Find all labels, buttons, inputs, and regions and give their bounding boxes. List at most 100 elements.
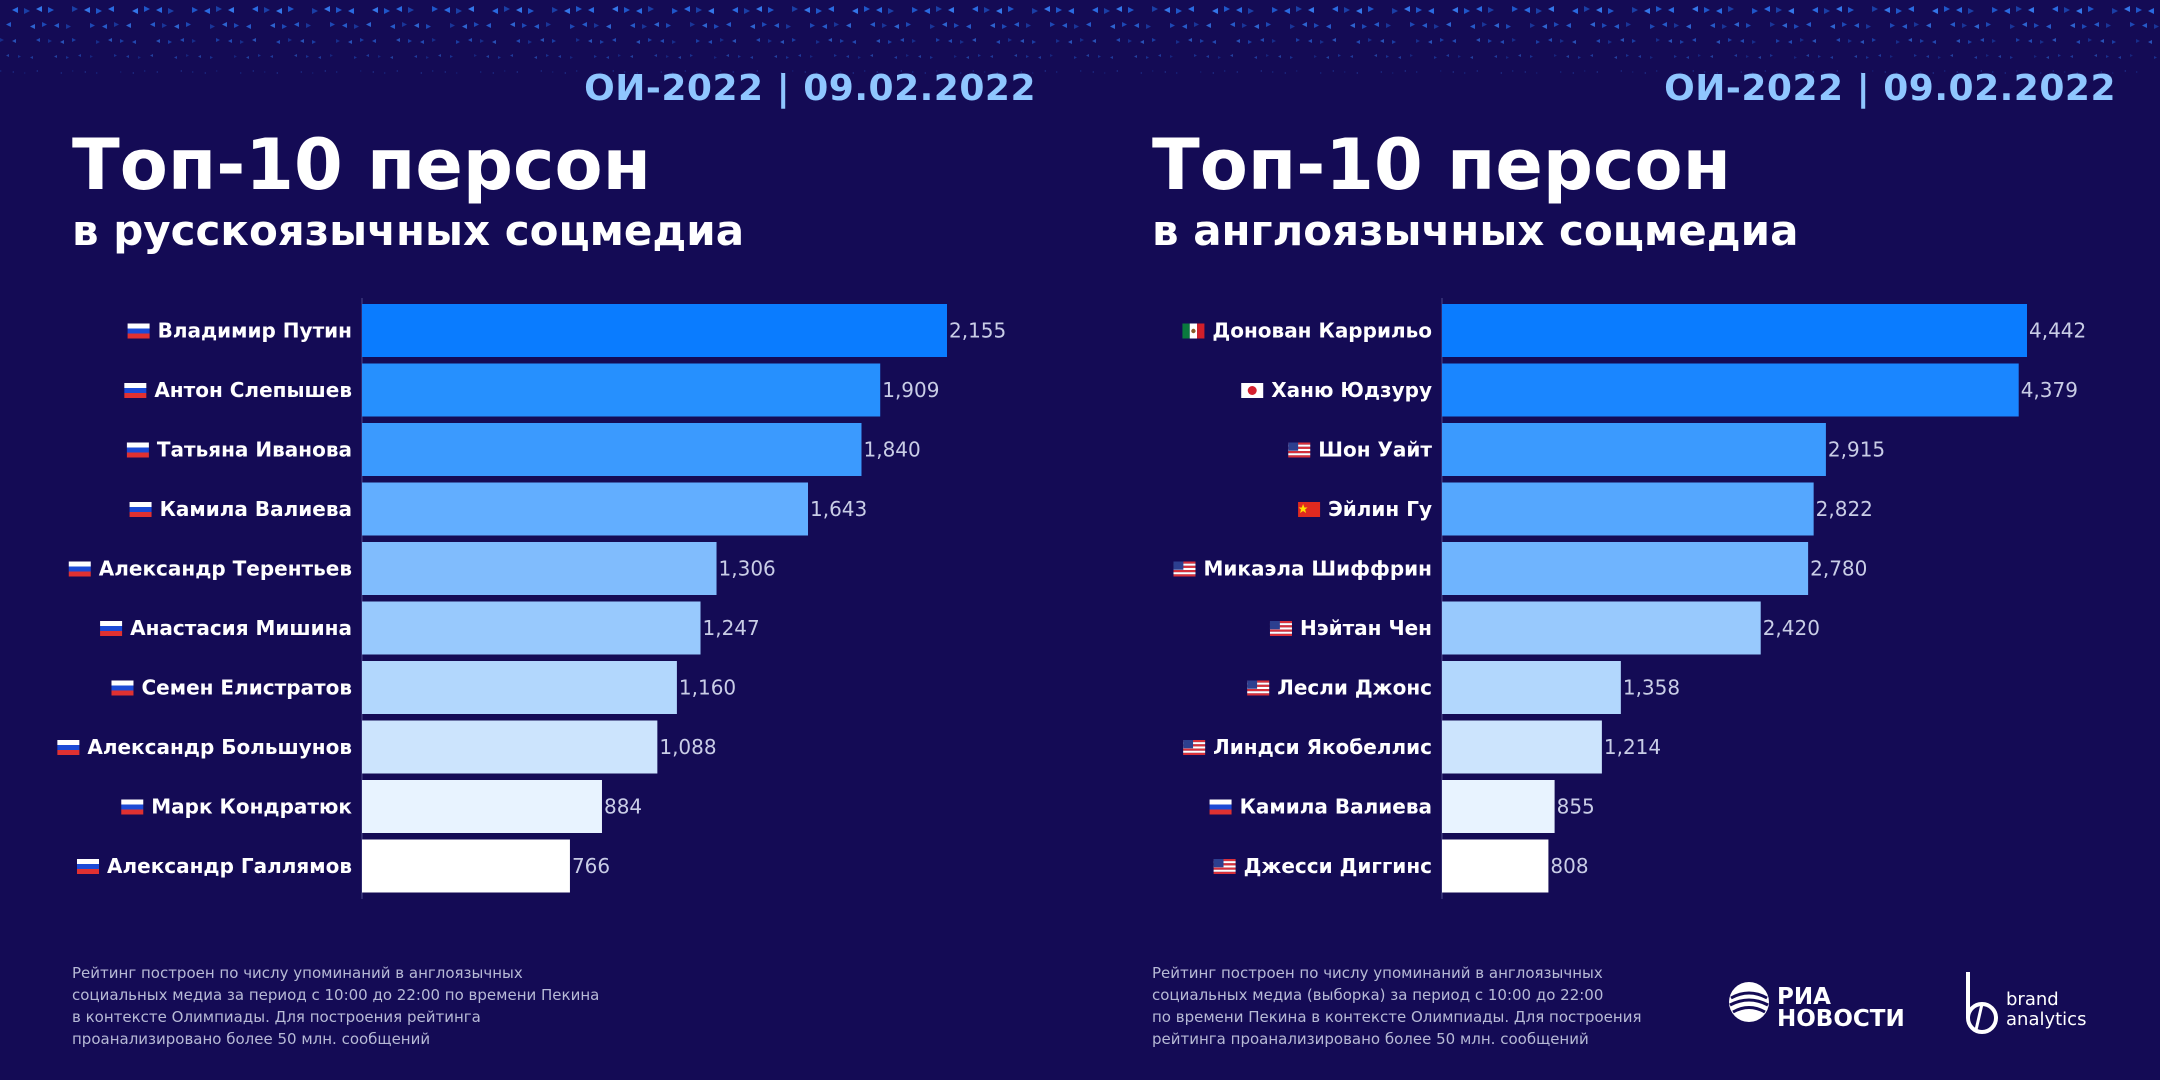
pattern-triangle <box>2154 24 2159 29</box>
pattern-triangle <box>1176 8 1182 14</box>
pattern-triangle <box>534 24 539 29</box>
pattern-triangle <box>1968 40 1972 44</box>
pattern-triangle <box>924 8 930 14</box>
pattern-triangle <box>1236 39 1240 43</box>
pattern-triangle <box>378 55 381 58</box>
pattern-triangle <box>312 72 314 74</box>
pattern-triangle <box>1380 71 1382 73</box>
pattern-triangle <box>342 23 347 28</box>
pattern-triangle <box>1476 6 1482 12</box>
pattern-triangle <box>1386 55 1389 58</box>
flag-icon-cn <box>1298 502 1321 517</box>
pattern-triangle <box>600 72 602 74</box>
category-label: Донован Каррильо <box>1212 319 1432 343</box>
footnote-line: социальных медиа (выборка) за период с 1… <box>1152 986 1604 1004</box>
pattern-triangle <box>798 54 801 57</box>
pattern-triangle <box>312 8 318 14</box>
pattern-triangle <box>1092 7 1098 13</box>
pattern-triangle <box>324 6 330 12</box>
bar <box>1442 542 1809 595</box>
pattern-triangle <box>1494 23 1499 28</box>
pattern-triangle <box>1050 22 1055 27</box>
pattern-triangle <box>444 71 446 73</box>
category-label: Татьяна Иванова <box>157 438 352 462</box>
pattern-triangle <box>768 39 772 43</box>
pattern-triangle <box>1572 72 1574 74</box>
pattern-triangle <box>1194 22 1199 27</box>
pattern-triangle <box>1026 55 1029 58</box>
pattern-triangle <box>1788 40 1792 44</box>
pattern-triangle <box>1944 6 1950 12</box>
pattern-triangle <box>1404 6 1410 12</box>
pattern-triangle <box>2016 6 2022 12</box>
flag-icon-mx <box>1182 323 1205 339</box>
pattern-triangle <box>234 23 239 28</box>
pattern-triangle <box>180 70 182 72</box>
pattern-triangle <box>654 54 657 57</box>
pattern-triangle <box>2148 40 2152 44</box>
pattern-triangle <box>924 72 926 74</box>
pattern-triangle <box>492 72 494 74</box>
pattern-triangle <box>966 24 971 29</box>
pattern-triangle <box>96 40 100 44</box>
pattern-triangle <box>1152 38 1156 42</box>
pattern-triangle <box>2136 71 2138 73</box>
flag-icon-us <box>1213 859 1236 874</box>
footnote-line: Рейтинг построен по числу упоминаний в а… <box>1152 964 1603 982</box>
pattern-triangle <box>1716 8 1722 14</box>
pattern-triangle <box>54 23 59 28</box>
pattern-triangle <box>1548 6 1554 12</box>
pattern-triangle <box>1326 24 1331 29</box>
pattern-triangle <box>1506 24 1511 29</box>
pattern-triangle <box>1566 55 1569 58</box>
pattern-triangle <box>210 56 213 59</box>
pattern-triangle <box>1434 56 1437 59</box>
pattern-triangle <box>1488 39 1492 43</box>
pattern-triangle <box>1134 23 1139 28</box>
pattern-triangle <box>1752 8 1758 14</box>
pattern-triangle <box>1770 22 1775 27</box>
pattern-triangle <box>744 8 750 14</box>
pattern-triangle <box>1572 8 1578 14</box>
pattern-triangle <box>132 72 134 74</box>
pattern-triangle <box>1020 39 1024 43</box>
pattern-triangle <box>1392 8 1398 14</box>
pattern-triangle <box>1260 70 1262 72</box>
pattern-triangle <box>2124 6 2130 12</box>
pattern-triangle <box>1638 55 1641 58</box>
pattern-triangle <box>402 22 407 27</box>
pattern-triangle <box>750 24 755 29</box>
pattern-triangle <box>60 40 64 44</box>
pattern-triangle <box>1308 7 1314 13</box>
pattern-triangle <box>1254 56 1257 59</box>
pattern-triangle <box>12 71 14 73</box>
flag-icon-ru <box>77 859 99 874</box>
pattern-triangle <box>2034 23 2039 28</box>
pattern-triangle <box>1980 38 1984 42</box>
pattern-triangle <box>702 23 707 28</box>
pattern-triangle <box>942 22 947 27</box>
ria-novosti-logo: РИА НОВОСТИ <box>1725 978 1915 1036</box>
pattern-triangle <box>1992 39 1996 43</box>
pattern-triangle <box>114 54 117 57</box>
pattern-triangle <box>1650 56 1653 59</box>
footnote-line: проанализировано более 50 млн. сообщений <box>72 1030 431 1048</box>
pattern-triangle <box>174 56 177 59</box>
pattern-triangle <box>1914 54 1917 57</box>
pattern-triangle <box>804 7 810 13</box>
pattern-triangle <box>414 23 419 28</box>
pattern-triangle <box>1896 72 1898 74</box>
pattern-triangle <box>1830 24 1835 29</box>
value-label: 2,420 <box>1763 616 1820 640</box>
pattern-triangle <box>264 71 266 73</box>
pattern-triangle <box>726 22 731 27</box>
pattern-triangle <box>1014 54 1017 57</box>
pattern-triangle <box>1644 8 1650 14</box>
pattern-triangle <box>1518 54 1521 57</box>
pattern-triangle <box>1668 39 1672 43</box>
pattern-triangle <box>756 6 762 12</box>
pattern-triangle <box>876 39 880 43</box>
pattern-triangle <box>1680 40 1684 44</box>
pattern-triangle <box>1146 24 1151 29</box>
pattern-triangle <box>1788 8 1794 14</box>
